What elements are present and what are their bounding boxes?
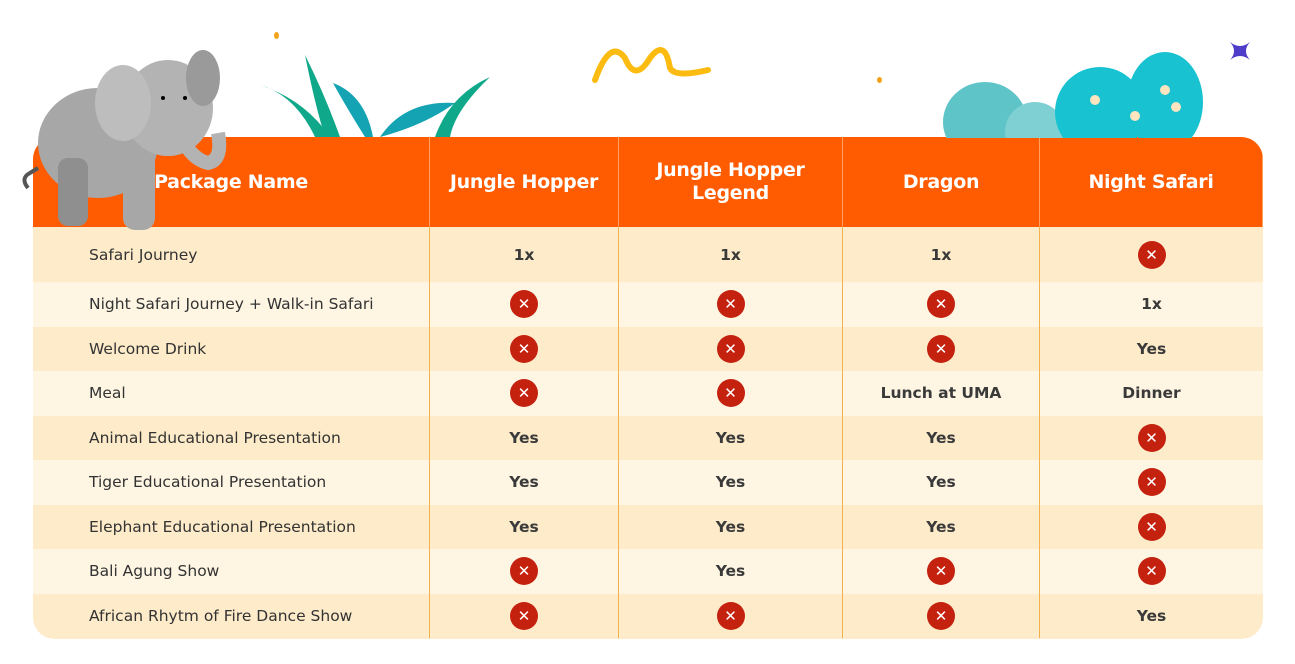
value-cell: Lunch at UMA bbox=[843, 371, 1040, 416]
dot-decoration bbox=[274, 32, 279, 39]
value-cell: Yes bbox=[619, 460, 843, 505]
cross-circle-icon: ✕ bbox=[510, 557, 538, 586]
not-included-cell: ✕ bbox=[619, 326, 843, 371]
cross-circle-icon: ✕ bbox=[716, 601, 745, 630]
not-included-cell: ✕ bbox=[430, 282, 619, 327]
not-included-cell: ✕ bbox=[843, 326, 1040, 371]
cross-circle-icon: ✕ bbox=[1137, 512, 1166, 541]
leaves-illustration bbox=[260, 55, 490, 137]
row-label: Safari Journey bbox=[33, 227, 430, 282]
not-included-cell: ✕ bbox=[619, 282, 843, 327]
cross-circle-icon: ✕ bbox=[716, 290, 745, 319]
header-label: Jungle Hopper Legend bbox=[656, 159, 805, 204]
not-included-cell: ✕ bbox=[1040, 416, 1263, 461]
row-label: African Rhytm of Fire Dance Show bbox=[33, 593, 430, 638]
table-header: Package Name Jungle Hopper Jungle Hopper… bbox=[33, 137, 1263, 227]
row-label: Meal bbox=[33, 371, 430, 416]
header-dragon: Dragon bbox=[843, 137, 1040, 227]
package-comparison-table: Package Name Jungle Hopper Jungle Hopper… bbox=[33, 137, 1263, 639]
header-jungle-hopper-legend: Jungle Hopper Legend bbox=[619, 137, 843, 227]
table-row: Meal ✕ ✕ Lunch at UMA Dinner bbox=[33, 371, 1263, 416]
cross-circle-icon: ✕ bbox=[716, 334, 745, 363]
cross-circle-icon: ✕ bbox=[927, 334, 955, 363]
squiggle-decoration bbox=[592, 47, 711, 83]
value-cell: Yes bbox=[430, 415, 619, 460]
value-cell: Yes bbox=[1136, 606, 1167, 625]
not-included-cell: ✕ bbox=[843, 549, 1040, 594]
not-included-cell: ✕ bbox=[619, 593, 843, 638]
value-cell: 1x bbox=[843, 227, 1040, 282]
table-row: African Rhytm of Fire Dance Show ✕ ✕ ✕ Yes bbox=[33, 593, 1263, 638]
table-row: Bali Agung Show ✕ Yes ✕ ✕ bbox=[33, 549, 1263, 594]
row-label: Night Safari Journey + Walk-in Safari bbox=[33, 282, 430, 327]
not-included-cell: ✕ bbox=[843, 282, 1040, 327]
value-cell: 1x bbox=[1141, 295, 1162, 314]
table-body: Safari Journey 1x 1x 1x ✕ Night Safari Journe… bbox=[33, 227, 1263, 638]
value-cell: Yes bbox=[430, 460, 619, 505]
not-included-cell: ✕ bbox=[843, 593, 1040, 638]
value-cell: Yes bbox=[619, 549, 843, 594]
bush-illustration bbox=[943, 52, 1203, 138]
not-included-cell: ✕ bbox=[1040, 460, 1263, 505]
value-cell: Yes bbox=[843, 504, 1040, 549]
cross-circle-icon: ✕ bbox=[927, 290, 955, 319]
value-cell: 1x bbox=[430, 227, 619, 282]
not-included-cell: ✕ bbox=[619, 371, 843, 416]
value-cell: Dinner bbox=[1122, 384, 1181, 403]
row-label: Welcome Drink bbox=[33, 326, 430, 371]
cross-circle-icon: ✕ bbox=[1137, 240, 1166, 269]
not-included-cell: ✕ bbox=[430, 371, 619, 416]
cross-circle-icon: ✕ bbox=[927, 557, 955, 586]
not-included-cell: ✕ bbox=[1040, 549, 1263, 594]
row-label: Bali Agung Show bbox=[33, 549, 430, 594]
sparkle-icon bbox=[1230, 42, 1250, 60]
not-included-cell: ✕ bbox=[430, 326, 619, 371]
header-jungle-hopper: Jungle Hopper bbox=[430, 137, 619, 227]
value-cell: Yes bbox=[843, 460, 1040, 505]
dot-decoration bbox=[877, 77, 882, 83]
not-included-cell: ✕ bbox=[1040, 227, 1263, 282]
table-row: Animal Educational Presentation Yes Yes Yes… bbox=[33, 415, 1263, 461]
header-night-safari: Night Safari bbox=[1040, 137, 1263, 227]
value-cell: Yes bbox=[430, 504, 619, 549]
value-cell: Yes bbox=[1136, 339, 1167, 358]
header-package-name: Package Name bbox=[33, 137, 430, 227]
row-label: Elephant Educational Presentation bbox=[33, 504, 430, 549]
cross-circle-icon: ✕ bbox=[510, 290, 538, 319]
value-cell: Yes bbox=[619, 504, 843, 549]
row-label: Animal Educational Presentation bbox=[33, 415, 430, 460]
table-row: Safari Journey 1x 1x 1x ✕ bbox=[33, 227, 1263, 282]
table-row: Elephant Educational Presentation Yes Yes Y… bbox=[33, 504, 1263, 550]
table-row: Night Safari Journey + Walk-in Safari ✕ ✕ ✕… bbox=[33, 282, 1263, 327]
cross-circle-icon: ✕ bbox=[927, 601, 955, 630]
cross-circle-icon: ✕ bbox=[510, 601, 538, 630]
value-cell: 1x bbox=[619, 227, 843, 282]
not-included-cell: ✕ bbox=[1040, 505, 1263, 550]
table-row: Welcome Drink ✕ ✕ ✕ Yes bbox=[33, 326, 1263, 371]
table-row: Tiger Educational Presentation Yes Yes Yes ✕ bbox=[33, 460, 1263, 505]
value-cell: Yes bbox=[619, 415, 843, 460]
row-label: Tiger Educational Presentation bbox=[33, 460, 430, 505]
cross-circle-icon: ✕ bbox=[1137, 468, 1166, 497]
cross-circle-icon: ✕ bbox=[1137, 423, 1166, 452]
cross-circle-icon: ✕ bbox=[716, 379, 745, 408]
cross-circle-icon: ✕ bbox=[1137, 557, 1166, 586]
not-included-cell: ✕ bbox=[430, 549, 619, 594]
elephant-illustration bbox=[22, 50, 227, 230]
not-included-cell: ✕ bbox=[430, 593, 619, 638]
value-cell: Yes bbox=[843, 415, 1040, 460]
cross-circle-icon: ✕ bbox=[510, 379, 538, 408]
cross-circle-icon: ✕ bbox=[510, 334, 538, 363]
